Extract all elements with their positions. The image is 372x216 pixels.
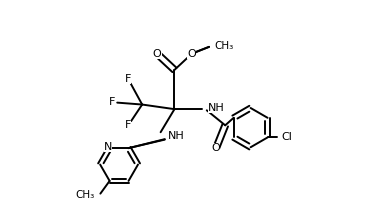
Text: N: N [103,142,112,152]
Text: NH: NH [167,131,184,141]
Text: O: O [212,143,220,153]
Text: NH: NH [208,103,225,113]
Text: Cl: Cl [281,132,292,142]
Text: O: O [187,49,196,59]
Text: O: O [153,49,161,59]
Text: CH₃: CH₃ [215,41,234,51]
Text: F: F [125,120,131,130]
Text: F: F [109,97,115,107]
Text: CH₃: CH₃ [76,190,94,200]
Text: F: F [125,74,131,84]
